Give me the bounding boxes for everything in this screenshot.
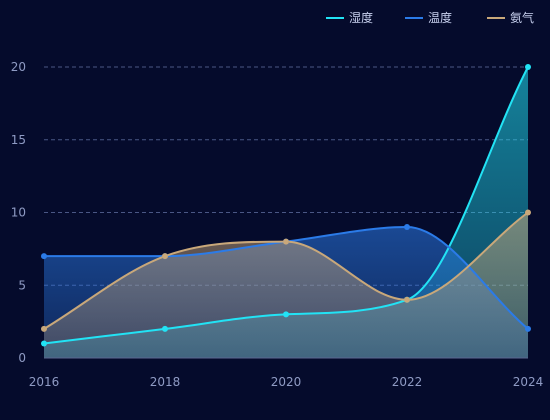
y-tick-label: 20 xyxy=(11,60,26,74)
series-points xyxy=(41,64,531,347)
legend-item-0[interactable]: 湿度 xyxy=(326,10,373,25)
data-point[interactable] xyxy=(525,325,531,332)
data-point[interactable] xyxy=(283,311,289,318)
legend-label: 氨气 xyxy=(510,10,534,25)
x-tick-label: 2022 xyxy=(392,375,423,389)
data-point[interactable] xyxy=(525,209,531,216)
legend-item-2[interactable]: 氨气 xyxy=(487,10,534,25)
y-tick-label: 0 xyxy=(18,351,26,365)
axes: 0 5 10 15 20 2016 2018 2020 2022 2024 xyxy=(11,60,544,389)
data-point[interactable] xyxy=(41,340,47,347)
legend[interactable]: 湿度 温度 氨气 xyxy=(326,10,534,25)
legend-label: 温度 xyxy=(428,10,452,25)
series-area-2 xyxy=(44,212,528,358)
y-tick-label: 15 xyxy=(11,133,26,147)
data-point[interactable] xyxy=(162,325,168,332)
x-tick-label: 2020 xyxy=(271,375,302,389)
series-line-0 xyxy=(43,66,529,345)
x-tick-label: 2016 xyxy=(29,375,60,389)
series-areas xyxy=(44,67,528,358)
y-tick-label: 5 xyxy=(18,278,26,292)
x-tick-label: 2024 xyxy=(513,375,544,389)
legend-label: 湿度 xyxy=(349,10,373,25)
x-tick-label: 2018 xyxy=(150,375,181,389)
data-point[interactable] xyxy=(404,224,410,231)
y-tick-label: 10 xyxy=(11,206,26,220)
data-point[interactable] xyxy=(404,296,410,303)
data-point[interactable] xyxy=(162,253,168,260)
legend-item-1[interactable]: 温度 xyxy=(405,10,452,25)
data-point[interactable] xyxy=(283,238,289,245)
data-point[interactable] xyxy=(41,325,47,332)
data-point[interactable] xyxy=(525,64,531,70)
data-point[interactable] xyxy=(41,253,47,260)
